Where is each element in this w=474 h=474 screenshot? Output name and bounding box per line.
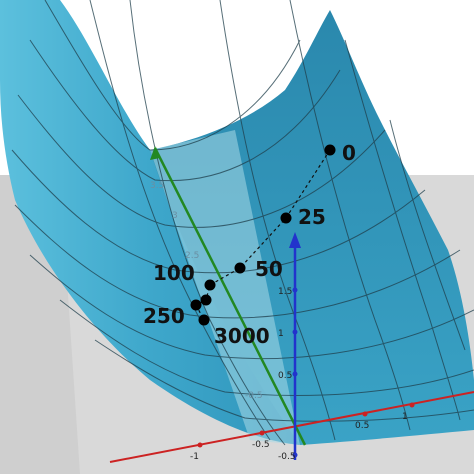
- y-axis: 3.5 3 2.5 -0.5: [150, 146, 307, 446]
- step-label-6: 3000: [214, 324, 270, 348]
- trajectory-point-2: [234, 262, 246, 274]
- z-tick-label: 1: [278, 329, 284, 339]
- step-label-2: 50: [255, 257, 283, 281]
- z-tick-label: 0.5: [278, 371, 292, 381]
- trajectory-point-0: [324, 144, 336, 156]
- surface-mesh: [11, 0, 474, 446]
- descent-trajectory: 0 25 50 100 250 3000: [143, 141, 356, 348]
- z-tick-label: 1.5: [278, 287, 292, 297]
- x-axis: -1 -0.5 0.5 1: [109, 391, 474, 463]
- z-tick-label: -0.5: [278, 452, 296, 462]
- y-tick-label: 3.5: [150, 181, 164, 191]
- step-label-5: 250: [143, 304, 185, 328]
- step-label-0: 0: [342, 141, 356, 165]
- trajectory-point-1: [280, 212, 292, 224]
- y-tick-label: -0.5: [245, 391, 263, 401]
- y-tick-label: 2.5: [185, 251, 199, 261]
- x-tick-label: 0.5: [355, 421, 369, 431]
- trajectory-point-3: [204, 279, 216, 291]
- trajectory-point-6: [198, 314, 210, 326]
- trajectory-point-4: [200, 294, 212, 306]
- step-label-3: 100: [153, 261, 195, 285]
- x-tick-label: -1: [190, 452, 199, 462]
- y-tick-label: 3: [172, 211, 178, 221]
- trajectory-point-5: [190, 299, 202, 311]
- x-tick-label: -0.5: [252, 440, 270, 450]
- x-tick-label: 1: [402, 412, 408, 422]
- z-axis: 1.5 1 0.5 -0.5: [278, 232, 301, 462]
- step-label-1: 25: [298, 205, 326, 229]
